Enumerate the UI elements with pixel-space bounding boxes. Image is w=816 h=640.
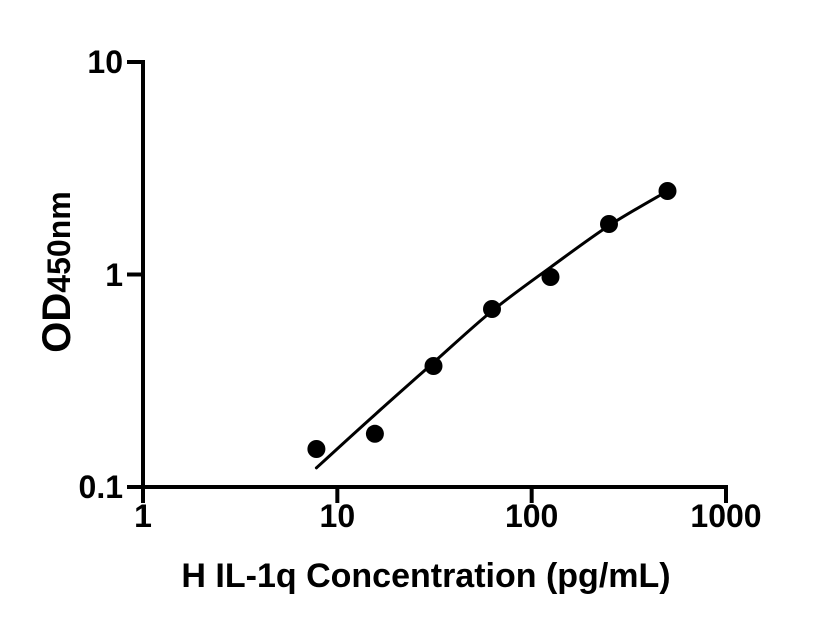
x-axis-title: H IL-1q Concentration (pg/mL) — [181, 557, 671, 595]
data-point — [365, 424, 384, 443]
y-axis-title-main: OD — [35, 292, 79, 353]
y-tick-label: 10 — [87, 44, 123, 80]
y-tick-label: 0.1 — [78, 469, 123, 505]
x-tick-label: 10 — [319, 498, 356, 534]
data-point — [600, 215, 618, 233]
data-point — [541, 268, 560, 286]
x-tick-label: 1000 — [690, 498, 762, 534]
y-tick-label: 1 — [105, 256, 123, 293]
x-tick-label: 1 — [134, 498, 152, 534]
data-point — [424, 357, 443, 375]
data-point — [307, 440, 326, 458]
x-tick-label: 100 — [504, 498, 559, 534]
y-axis-title: OD450nm — [35, 191, 81, 352]
data-point — [658, 182, 677, 200]
fit-curve-path — [314, 189, 669, 470]
y-axis-title-sub: 450nm — [41, 191, 77, 293]
data-point — [483, 300, 501, 318]
